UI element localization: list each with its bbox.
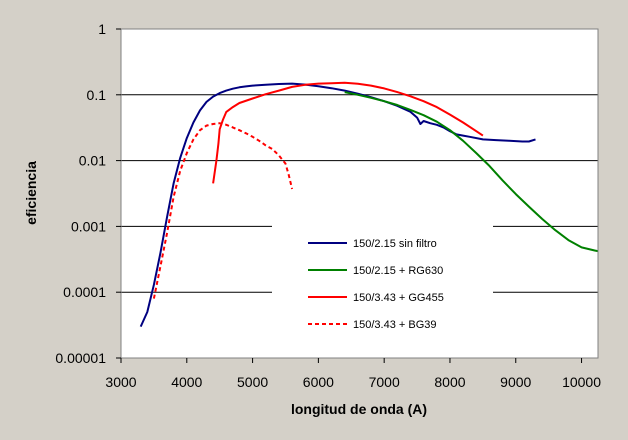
legend-box [272,225,493,340]
x-tick-label: 6000 [303,374,334,390]
y-axis-ticks: 1 0.1 0.01 0.001 0.0001 0.00001 [55,21,121,366]
y-axis-title: eficiencia [23,161,39,225]
series-line-1 [139,82,536,328]
x-tick-label: 8000 [434,374,465,390]
x-axis-title: longitud de onda (A) [291,401,427,417]
x-tick-label: 10000 [562,374,601,390]
series-layer [139,81,598,328]
y-tick-label: 0.1 [87,87,107,103]
y-tick-label: 0.001 [71,218,106,234]
x-axis-ticks: 3000 4000 5000 6000 7000 8000 9000 10000 [105,358,601,390]
legend-label: 150/2.15 + RG630 [353,265,443,277]
plot-frame [120,28,599,359]
series-line-4 [152,122,294,299]
x-tick-label: 3000 [105,374,136,390]
legend-label: 150/2.15 sin filtro [353,238,437,250]
x-tick-label: 7000 [369,374,400,390]
y-tick-label: 0.0001 [63,284,106,300]
legend-label: 150/3.43 + GG455 [353,292,444,304]
x-tick-label: 4000 [171,374,202,390]
series-line-3 [212,81,484,184]
x-tick-label: 9000 [500,374,531,390]
legend: 150/2.15 sin filtro 150/2.15 + RG630 150/3… [272,225,493,340]
x-tick-label: 5000 [237,374,268,390]
y-tick-label: 0.00001 [55,350,106,366]
y-tick-label: 1 [98,21,106,37]
y-tick-label: 0.01 [79,153,106,169]
series-line-2 [344,91,598,253]
legend-label: 150/3.43 + BG39 [353,319,436,331]
